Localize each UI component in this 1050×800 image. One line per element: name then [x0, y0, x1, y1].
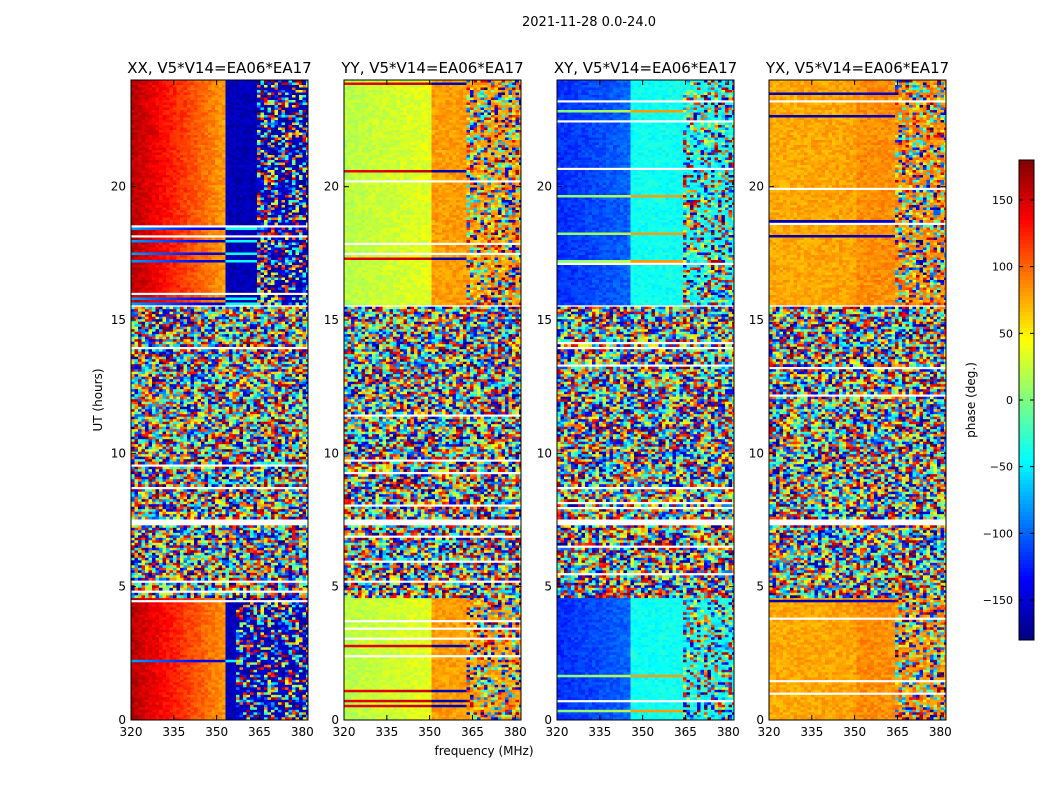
segment-3 [557, 80, 734, 306]
segment-2 [769, 306, 946, 520]
panel-frame [768, 79, 947, 721]
y-tick-label: 0 [544, 713, 552, 727]
y-tick-label: 10 [324, 446, 339, 460]
x-axis-label: frequency (MHz) [434, 744, 533, 758]
colorbar-tick-label: −150 [983, 594, 1013, 607]
segment-3 [344, 80, 521, 306]
panel-title: YX, V5*V14=EA06*EA17 [765, 59, 949, 77]
segment-2 [131, 306, 308, 520]
x-tick-label: 335 [800, 725, 823, 739]
x-tick-label: 335 [588, 725, 611, 739]
panel-title: XY, V5*V14=EA06*EA17 [554, 59, 737, 77]
y-tick-label: 20 [537, 180, 552, 194]
x-tick-label: 320 [120, 725, 143, 739]
x-tick-label: 320 [758, 725, 781, 739]
colorbar-gradient [1019, 160, 1034, 641]
segment-2 [344, 306, 521, 520]
x-tick-label: 320 [546, 725, 569, 739]
colorbar-tick-label: 100 [992, 261, 1013, 274]
panel-frame [556, 79, 735, 721]
y-tick-label: 10 [537, 446, 552, 460]
x-tick-label: 365 [674, 725, 697, 739]
x-tick-label: 335 [162, 725, 185, 739]
colorbar-tick-label: 150 [992, 194, 1013, 207]
panel-2: XY, V5*V14=EA06*EA17 320 335 350 365 380 0 5 10 1… [537, 59, 740, 739]
x-tick-label: 365 [248, 725, 271, 739]
y-tick-label: 20 [324, 180, 339, 194]
x-tick-label: 350 [631, 725, 654, 739]
segment-0 [769, 597, 946, 720]
panels: XX, V5*V14=EA06*EA17 320 335 350 365 380 0 5 10 1… [111, 59, 952, 739]
segment-1 [344, 525, 521, 599]
y-tick-label: 20 [749, 180, 764, 194]
segment-3 [131, 80, 308, 306]
panel-frame [343, 79, 522, 721]
y-tick-label: 15 [111, 313, 126, 327]
heatmap-cells [131, 80, 308, 720]
panel-title: XX, V5*V14=EA06*EA17 [127, 59, 311, 77]
x-tick-label: 350 [843, 725, 866, 739]
x-tick-label: 380 [717, 725, 740, 739]
figure-title: 2021-11-28 0.0-24.0 [522, 15, 656, 30]
x-tick-label: 335 [375, 725, 398, 739]
y-tick-label: 5 [544, 580, 552, 594]
colorbar-tick-label: −50 [990, 461, 1013, 474]
panel-3: YX, V5*V14=EA06*EA17 320 335 350 365 380 0 5 10 1… [749, 59, 952, 739]
heatmap-cells [344, 80, 521, 720]
x-tick-label: 320 [333, 725, 356, 739]
x-tick-label: 380 [929, 725, 952, 739]
panel-title: YY, V5*V14=EA06*EA17 [340, 59, 523, 77]
y-tick-label: 0 [118, 713, 126, 727]
segment-0 [557, 597, 734, 720]
y-tick-label: 10 [749, 446, 764, 460]
panel-1: YY, V5*V14=EA06*EA17 320 335 350 365 380 0 5 10 1… [324, 59, 527, 739]
y-tick-label: 10 [111, 446, 126, 460]
segment-1 [131, 525, 308, 599]
segment-3 [769, 80, 946, 306]
colorbar-tick-label: 50 [999, 327, 1013, 340]
colorbar-tick-label: 0 [1006, 394, 1013, 407]
colorbar: 150 100 50 0 −50 −100 −150 [983, 159, 1035, 641]
x-tick-label: 350 [205, 725, 228, 739]
segment-1 [769, 525, 946, 599]
y-tick-label: 5 [756, 580, 764, 594]
colorbar-label: phase (deg.) [964, 362, 978, 438]
y-tick-label: 5 [331, 580, 339, 594]
heatmap-cells [769, 80, 946, 720]
segment-0 [344, 597, 521, 720]
x-tick-label: 350 [418, 725, 441, 739]
segment-1 [557, 525, 734, 599]
colorbar-tick-label: −100 [983, 527, 1013, 540]
y-tick-label: 15 [749, 313, 764, 327]
heatmap-cells [557, 80, 734, 720]
x-tick-label: 380 [291, 725, 314, 739]
x-tick-label: 380 [504, 725, 527, 739]
segment-0 [131, 597, 308, 720]
x-tick-label: 365 [886, 725, 909, 739]
y-tick-label: 15 [537, 313, 552, 327]
y-axis-label: UT (hours) [91, 368, 105, 431]
segment-2 [557, 306, 734, 520]
y-tick-label: 0 [756, 713, 764, 727]
y-tick-label: 0 [331, 713, 339, 727]
x-tick-label: 365 [461, 725, 484, 739]
y-tick-label: 15 [324, 313, 339, 327]
y-tick-label: 20 [111, 180, 126, 194]
y-tick-label: 5 [118, 580, 126, 594]
panel-0: XX, V5*V14=EA06*EA17 320 335 350 365 380 0 5 10 1… [111, 59, 314, 739]
panel-frame [130, 79, 309, 721]
